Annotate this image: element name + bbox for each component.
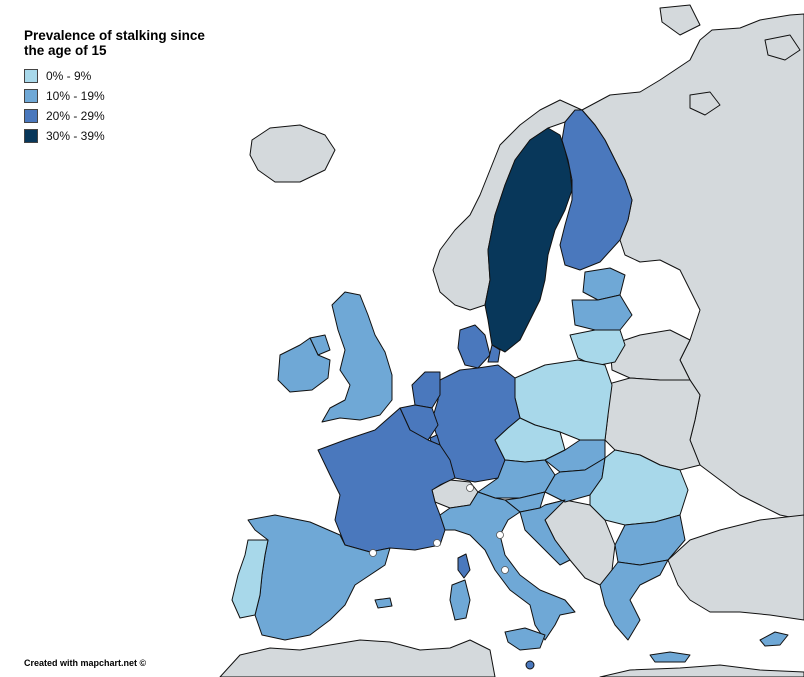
country-iceland xyxy=(249,124,336,183)
country-croatia xyxy=(519,499,571,566)
city-marker xyxy=(501,566,509,574)
city-marker xyxy=(369,549,377,557)
city-marker xyxy=(433,539,441,547)
city-markers xyxy=(369,484,509,574)
legend-swatch xyxy=(24,109,38,123)
country-italy-sardinia xyxy=(449,579,471,621)
country-italy-sicily xyxy=(504,627,546,651)
country-france xyxy=(317,407,456,553)
country-greece-crete xyxy=(649,651,691,663)
country-turkey xyxy=(667,514,804,621)
island-kolguyev xyxy=(689,91,721,116)
legend-label: 20% - 29% xyxy=(46,109,105,123)
legend-swatch xyxy=(24,129,38,143)
country-belarus xyxy=(609,329,691,381)
legend-item: 30% - 39% xyxy=(24,126,224,146)
country-malta xyxy=(525,660,535,670)
data-countries xyxy=(231,109,789,670)
country-lithuania xyxy=(569,329,626,367)
country-denmark-islands xyxy=(487,344,501,363)
north-africa xyxy=(219,639,496,677)
legend-label: 0% - 9% xyxy=(46,69,92,83)
country-spain-balearics xyxy=(374,597,393,609)
country-cyprus xyxy=(759,631,789,647)
country-denmark xyxy=(457,324,491,369)
country-sweden xyxy=(484,127,573,353)
legend-swatch xyxy=(24,69,38,83)
country-france-corsica xyxy=(457,553,471,579)
legend-item: 0% - 9% xyxy=(24,66,224,86)
map-legend: Prevalence of stalking since the age of … xyxy=(24,28,224,146)
credit-text: Created with mapchart.net © xyxy=(24,658,147,668)
legend-label: 30% - 39% xyxy=(46,129,105,143)
legend-title: Prevalence of stalking since the age of … xyxy=(24,28,205,58)
legend-swatch xyxy=(24,89,38,103)
country-latvia xyxy=(571,294,633,331)
city-marker xyxy=(496,531,504,539)
island-arctic xyxy=(764,34,801,61)
country-ukraine xyxy=(604,377,701,471)
legend-item: 20% - 29% xyxy=(24,106,224,126)
island-novaya-zemlya xyxy=(659,4,701,36)
legend-item: 10% - 19% xyxy=(24,86,224,106)
country-uk xyxy=(321,291,393,423)
country-finland xyxy=(559,109,633,271)
country-austria xyxy=(477,459,556,499)
country-italy xyxy=(439,491,576,641)
country-greece xyxy=(599,559,669,641)
country-netherlands xyxy=(411,371,441,409)
no-data-land xyxy=(219,4,804,677)
country-portugal xyxy=(231,539,269,619)
north-africa-east xyxy=(599,664,804,677)
legend-label: 10% - 19% xyxy=(46,89,105,103)
city-marker xyxy=(466,484,474,492)
country-ireland xyxy=(277,337,331,393)
